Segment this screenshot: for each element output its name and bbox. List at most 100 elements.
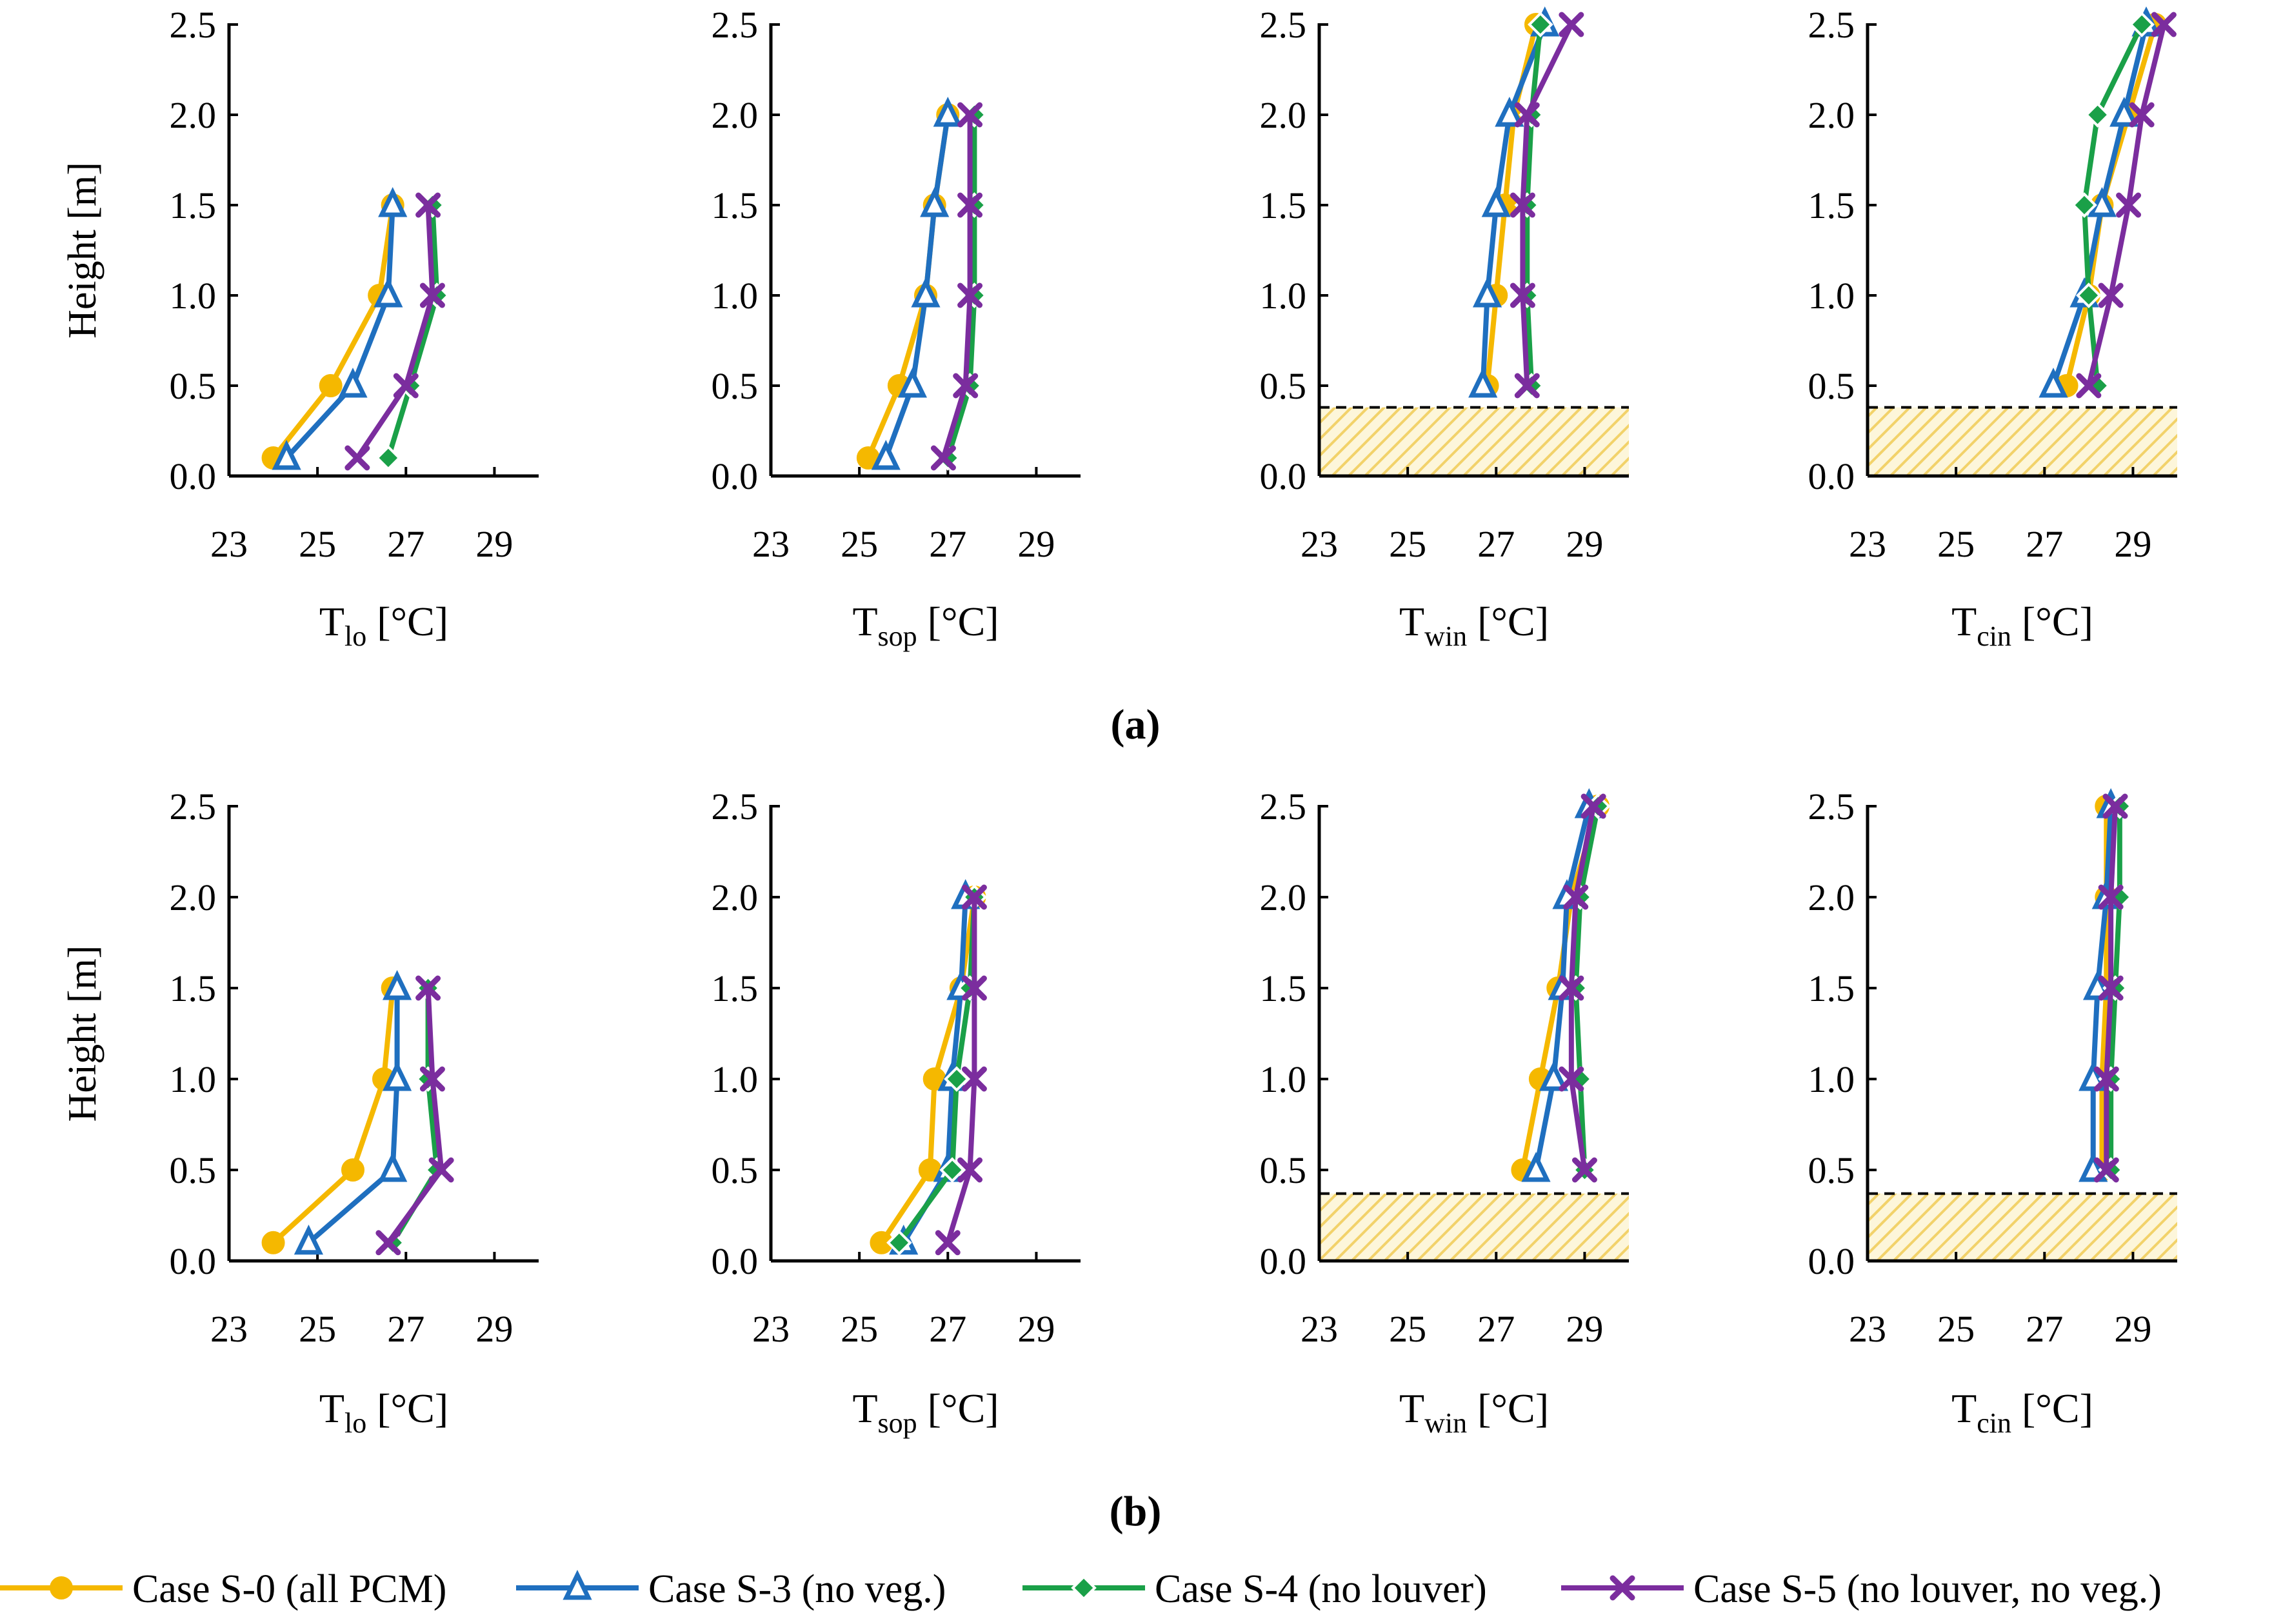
panel-a-lo-case-s-3-no-veg-point <box>374 277 403 308</box>
panel-b-cin-case-s-5-no-louver-no-veg-point <box>2098 975 2124 1001</box>
panel-b-win-ytick-label: 0.5 <box>1260 1149 1307 1191</box>
panel-b-lo-xtick-label: 27 <box>387 1308 424 1350</box>
panel-a-sop-case-s-3-no-veg-point <box>911 277 941 308</box>
panel-a-lo-case-s-5-no-louver-no-veg-point <box>419 282 445 308</box>
panel-b-lo-case-s-5-no-louver-no-veg-line <box>386 987 444 1245</box>
panel-b-cin-xtick-label: 23 <box>1849 1308 1886 1350</box>
panel-a-win-ytick-label: 2.0 <box>1260 94 1307 136</box>
panel-a-lo-xtick-label: 27 <box>387 523 424 565</box>
panel-a-win-case-s-5-no-louver-no-veg-point <box>1510 282 1535 308</box>
panel-b-sop: 0.0 0.5 1.0 1.5 2.0 2.5 23 25 27 29 Tsop [°C] <box>712 786 1081 1439</box>
panel-b-cin-ytick-label: 0.0 <box>1808 1240 1855 1282</box>
panel-a-sop-x-label-unit: [°C] <box>917 599 999 644</box>
panel-a-sop-x-label-symbol: T <box>852 599 877 644</box>
panel-b-sop-x-label-unit: [°C] <box>917 1385 999 1431</box>
panel-a-win-case-s-4-no-louver-point <box>1528 12 1553 37</box>
panel-a-lo-y-label: Height [m] <box>61 162 105 339</box>
panel-a-lo-ytick-label: 1.0 <box>170 275 217 317</box>
panel-b-cin-ytick-label: 2.0 <box>1808 876 1855 918</box>
panel-b-lo-xtick-label: 25 <box>299 1308 336 1350</box>
panel-b-win-xtick-label: 23 <box>1301 1308 1338 1350</box>
panel-b-sop-ytick-label: 0.0 <box>712 1240 759 1282</box>
panel-b-lo-x-label-symbol: T <box>319 1385 344 1431</box>
panel-a-cin-hatched-region <box>1868 407 2177 476</box>
panel-a-lo-xtick-label: 25 <box>299 523 336 565</box>
panel-b-cin-ytick-label: 2.5 <box>1808 786 1855 827</box>
panel-b-sop-xtick-label: 27 <box>929 1308 966 1350</box>
panel-b-win-case-s-5-no-louver-no-veg-point <box>1563 884 1589 910</box>
legend-item-case-s-4-no-louver: Case S-4 (no louver) <box>1022 1567 1487 1611</box>
legend-marker <box>1610 1575 1635 1601</box>
panel-a-cin-case-s-5-no-louver-no-veg-point <box>2098 282 2124 308</box>
panel-a-cin-ytick-label: 2.0 <box>1808 94 1855 136</box>
panel-a-lo-case-s-3-no-veg-line <box>284 204 395 460</box>
legend-marker <box>1071 1575 1097 1601</box>
panel-a-lo-case-s-5-no-louver-no-veg-point <box>415 192 441 218</box>
panel-b-cin-case-s-5-no-louver-no-veg-point <box>2093 1066 2119 1092</box>
panel-a-sop-ytick-label: 0.5 <box>712 365 759 407</box>
panel-b-lo-case-s-5-no-louver-no-veg-point <box>419 1066 445 1092</box>
panel-b-cin-case-s-5-no-louver-no-veg-point <box>2102 793 2128 819</box>
panel-a-lo-x-label-unit: [°C] <box>366 599 448 644</box>
panel-b-win-hatched-region <box>1319 1193 1629 1261</box>
panel-b-lo-ytick-label: 2.0 <box>170 876 217 918</box>
panel-a-sop-xtick-label: 27 <box>929 523 966 565</box>
panel-b-lo-case-s-3-no-veg-point <box>382 1060 412 1091</box>
panel-b-cin-xtick-label: 25 <box>1937 1308 1975 1350</box>
panel-a-win-ytick-label: 0.0 <box>1260 455 1307 497</box>
legend-label: Case S-4 (no louver) <box>1155 1567 1487 1611</box>
panel-a-sop-case-s-3-no-veg-point <box>897 367 928 398</box>
panel-b-cin-ytick-label: 1.0 <box>1808 1058 1855 1100</box>
panel-b-cin-case-s-5-no-louver-no-veg-point <box>2093 1157 2119 1183</box>
panel-label-a: (a) <box>1111 701 1161 748</box>
panel-a-lo-case-s-0-all-pcm-point <box>319 374 343 397</box>
panel-a-sop-case-s-3-no-veg-point <box>871 439 901 470</box>
panel-a-lo-case-s-5-no-louver-no-veg-point <box>344 445 370 471</box>
panel-a-sop-case-s-5-no-louver-no-veg-point <box>930 445 956 471</box>
legend-label: Case S-5 (no louver, no veg.) <box>1693 1567 2162 1611</box>
panel-a-cin-x-label-subscript: cin <box>1977 620 2011 652</box>
panel-a-cin-x-label-symbol: T <box>1951 599 1977 644</box>
panel-a-win-case-s-3-no-veg-point <box>1468 367 1498 398</box>
panel-a-lo-case-s-3-no-veg-point <box>272 439 301 470</box>
panel-b-lo-ytick-label: 1.5 <box>170 967 217 1009</box>
panel-b-sop-x-label-symbol: T <box>852 1385 877 1431</box>
panel-b-lo-case-s-3-no-veg-point <box>378 1151 408 1182</box>
panel-a-win-x-label-subscript: win <box>1424 620 1467 652</box>
panel-a-sop-ytick-label: 2.5 <box>712 4 759 46</box>
panel-b-lo-ytick-label: 2.5 <box>170 786 217 827</box>
panel-b-sop-case-s-5-no-louver-no-veg-point <box>961 884 987 910</box>
panel-a-lo-xtick-label: 23 <box>210 523 248 565</box>
panel-a-cin-case-s-3-no-veg-point <box>2039 367 2068 398</box>
panel-a-win-xtick-label: 29 <box>1566 523 1603 565</box>
panel-b-sop-case-s-5-no-louver-no-veg-point <box>957 1157 983 1183</box>
panel-b-cin-xtick-label: 29 <box>2114 1308 2151 1350</box>
panel-a-lo-ytick-label: 2.5 <box>170 4 217 46</box>
panel-b-sop-ytick-label: 2.5 <box>712 786 759 827</box>
panel-a-sop-ytick-label: 1.5 <box>712 184 759 226</box>
panel-a-sop-case-s-5-no-louver-no-veg-point <box>957 192 983 218</box>
panel-b-cin-xtick-label: 27 <box>2026 1308 2063 1350</box>
panel-b-win-case-s-5-no-louver-no-veg-point <box>1559 975 1584 1001</box>
panel-b-sop-case-s-5-no-louver-no-veg-point <box>961 975 987 1001</box>
panel-a-cin-ytick-label: 2.5 <box>1808 4 1855 46</box>
panel-b-sop-case-s-5-no-louver-no-veg-point <box>935 1230 961 1256</box>
panel-b-cin-x-label-symbol: T <box>1951 1385 1977 1431</box>
panel-a-lo-x-label-symbol: T <box>319 599 344 644</box>
legend-marker <box>50 1576 73 1599</box>
panel-b-sop-case-s-5-no-louver-no-veg-point <box>961 1066 987 1092</box>
panel-a-cin-ytick-label: 0.5 <box>1808 365 1855 407</box>
panel-b-lo-case-s-3-no-veg-line <box>306 988 400 1245</box>
panel-a-win-case-s-3-no-veg-point <box>1481 186 1511 217</box>
panel-b-lo: 0.0 0.5 1.0 1.5 2.0 2.5 23 25 27 29 Tlo [°C] Height… <box>61 786 539 1439</box>
panel-b-cin: 0.0 0.5 1.0 1.5 2.0 2.5 23 25 27 29 Tcin [°C] <box>1808 786 2177 1439</box>
panel-a-cin-case-s-5-no-louver-no-veg-point <box>2076 373 2102 399</box>
panel-a-lo-x-label-subscript: lo <box>344 620 366 652</box>
panel-b-win-case-s-5-no-louver-no-veg-point <box>1559 1066 1584 1092</box>
panel-a-win-xtick-label: 25 <box>1389 523 1426 565</box>
panel-a-sop-x-label-subscript: sop <box>878 620 917 652</box>
panel-a-cin-ytick-label: 0.0 <box>1808 455 1855 497</box>
panel-a-lo-case-s-0-all-pcm-line <box>271 204 395 460</box>
panel-a-win-xtick-label: 23 <box>1301 523 1338 565</box>
